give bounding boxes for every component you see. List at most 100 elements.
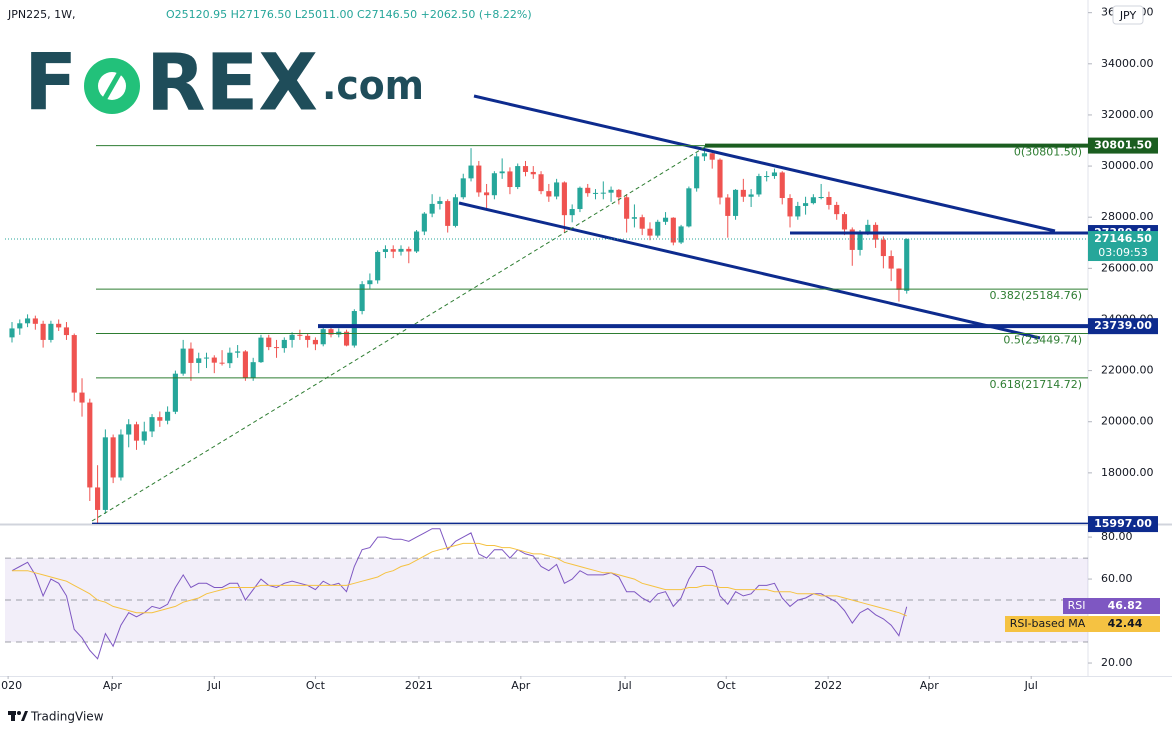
candle-body bbox=[359, 284, 365, 312]
y-tick-label: 20.00 bbox=[1101, 656, 1133, 669]
candle-body bbox=[63, 327, 70, 336]
logo-coin-slash bbox=[101, 70, 123, 102]
candle-body bbox=[312, 339, 318, 345]
candle-body bbox=[624, 197, 630, 219]
candle-body bbox=[87, 402, 93, 488]
tv-logo-part bbox=[11, 711, 15, 721]
candle-body bbox=[172, 373, 178, 412]
candle-body bbox=[569, 209, 575, 216]
candle-body bbox=[787, 198, 793, 217]
candle-body bbox=[857, 231, 863, 250]
candle-body bbox=[608, 189, 614, 193]
candle-body bbox=[445, 201, 451, 226]
value-badge bbox=[1090, 598, 1160, 614]
candle-body bbox=[849, 229, 855, 250]
fib-label: 0.382(25184.76) bbox=[989, 289, 1082, 302]
tv-logo-part bbox=[21, 711, 28, 721]
candle-body bbox=[320, 329, 326, 345]
candle-body bbox=[390, 249, 396, 252]
candle-body bbox=[530, 171, 536, 175]
candle-body bbox=[655, 221, 661, 236]
candle-body bbox=[826, 197, 832, 205]
candle-body bbox=[764, 176, 770, 178]
candle-body bbox=[600, 192, 606, 194]
candle-body bbox=[188, 348, 194, 363]
value-badge-label: 46.82 bbox=[1108, 599, 1143, 612]
candle-body bbox=[398, 248, 404, 252]
candle-body bbox=[421, 213, 427, 232]
legend-label[interactable]: RSI bbox=[1068, 599, 1086, 612]
y-tick-label: 30000.00 bbox=[1101, 159, 1154, 172]
x-tick-label: Jul bbox=[1024, 679, 1038, 692]
x-tick-label: Apr bbox=[103, 679, 123, 692]
x-tick-label: Oct bbox=[717, 679, 737, 692]
tv-logo-part bbox=[17, 711, 21, 715]
price-badge-label: 15997.00 bbox=[1094, 517, 1152, 530]
candle-body bbox=[375, 251, 381, 281]
candle-body bbox=[211, 357, 217, 363]
candle-body bbox=[289, 334, 295, 340]
candle-body bbox=[24, 318, 31, 324]
candle-body bbox=[771, 172, 778, 177]
candle-body bbox=[429, 203, 435, 214]
price-badge bbox=[1088, 516, 1158, 533]
candle-body bbox=[841, 214, 848, 230]
candle-body bbox=[880, 239, 886, 257]
y-tick-label: 32000.00 bbox=[1101, 108, 1154, 121]
price-badge bbox=[1088, 231, 1158, 262]
legend-badge[interactable] bbox=[1063, 598, 1090, 614]
candle-body bbox=[17, 323, 23, 329]
candle-body bbox=[507, 171, 513, 188]
x-tick-label: 2022 bbox=[814, 679, 842, 692]
logo: F REX .com bbox=[24, 38, 424, 128]
candle-body bbox=[491, 173, 497, 196]
candle-body bbox=[32, 318, 38, 324]
candle-body bbox=[740, 189, 746, 197]
candle-body bbox=[888, 256, 894, 269]
candle-body bbox=[639, 217, 645, 229]
currency-badge[interactable] bbox=[1112, 5, 1144, 25]
candle-body bbox=[476, 165, 482, 193]
candle-body bbox=[647, 228, 653, 236]
candle-body bbox=[40, 323, 46, 340]
candle-body bbox=[382, 249, 389, 252]
legend-label[interactable]: RSI-based MA bbox=[1010, 617, 1086, 630]
fib-label: 0(30801.50) bbox=[1014, 146, 1082, 159]
candle-body bbox=[709, 153, 715, 160]
candle-body bbox=[577, 187, 583, 210]
footer-logo bbox=[8, 711, 28, 721]
candle-body bbox=[670, 217, 676, 243]
channel-upper bbox=[473, 94, 1056, 233]
drawings: 0(30801.50) 0.382(25184.76) 0.5(23449.74) 0… bbox=[5, 94, 1088, 524]
candle-body bbox=[732, 189, 739, 216]
candle-body bbox=[9, 328, 15, 338]
candle-body bbox=[546, 191, 552, 197]
fib-label: 0.618(21714.72) bbox=[989, 378, 1082, 391]
value-badge bbox=[1090, 616, 1160, 632]
candle-body bbox=[437, 201, 443, 204]
candle-body bbox=[95, 487, 101, 510]
x-tick-label: Oct bbox=[306, 679, 326, 692]
candle-body bbox=[694, 156, 700, 189]
y-tick-label: 80.00 bbox=[1101, 530, 1133, 543]
candle-body bbox=[227, 352, 233, 364]
candle-body bbox=[273, 347, 280, 349]
logo-text: F bbox=[24, 38, 77, 128]
y-tick-label: 20000.00 bbox=[1101, 415, 1154, 428]
legend-badge[interactable] bbox=[1005, 616, 1090, 632]
y-tick-label: 34000.00 bbox=[1101, 57, 1154, 70]
candle-body bbox=[79, 392, 85, 403]
x-tick-label: Jul bbox=[207, 679, 221, 692]
candle-body bbox=[242, 351, 248, 379]
candle-body bbox=[149, 417, 155, 432]
price-badge bbox=[1088, 318, 1158, 335]
candle-body bbox=[414, 231, 420, 252]
price-badge-label: 30801.50 bbox=[1094, 139, 1152, 152]
candle-body bbox=[266, 337, 272, 348]
currency[interactable]: JPY bbox=[1119, 9, 1137, 22]
candle-body bbox=[896, 268, 902, 290]
y-tick-label: 18000.00 bbox=[1101, 466, 1154, 479]
candle-body bbox=[865, 224, 871, 232]
candle-body bbox=[818, 197, 824, 199]
